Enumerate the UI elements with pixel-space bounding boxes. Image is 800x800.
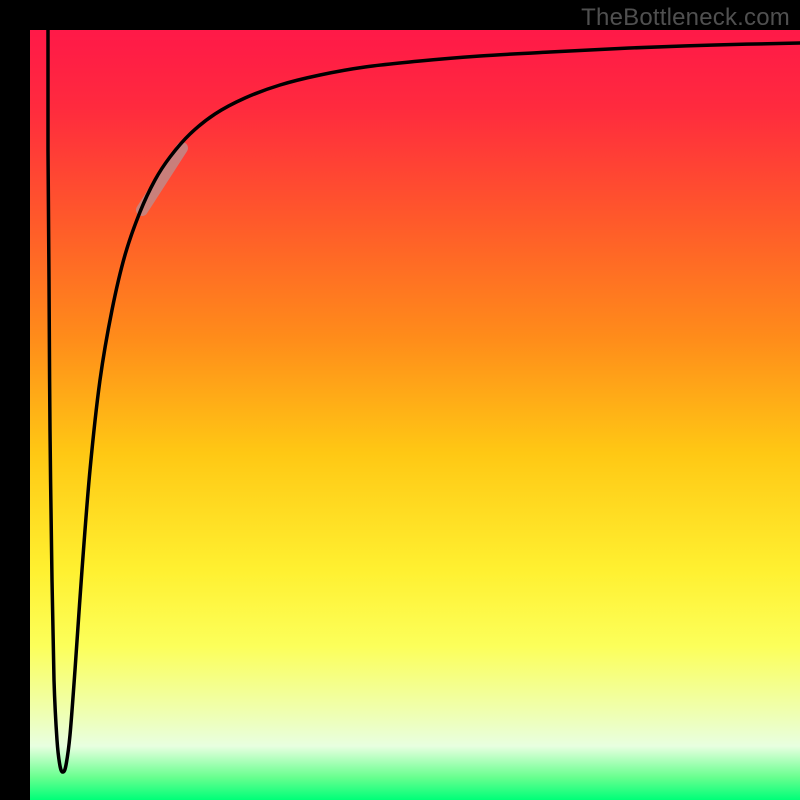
plot-area [30, 30, 800, 800]
watermark-text: TheBottleneck.com [581, 4, 790, 32]
bottleneck-curve [48, 30, 800, 772]
chart-frame: TheBottleneck.com [0, 0, 800, 800]
curve-layer [30, 30, 800, 800]
curve-highlight-segment [142, 148, 182, 210]
